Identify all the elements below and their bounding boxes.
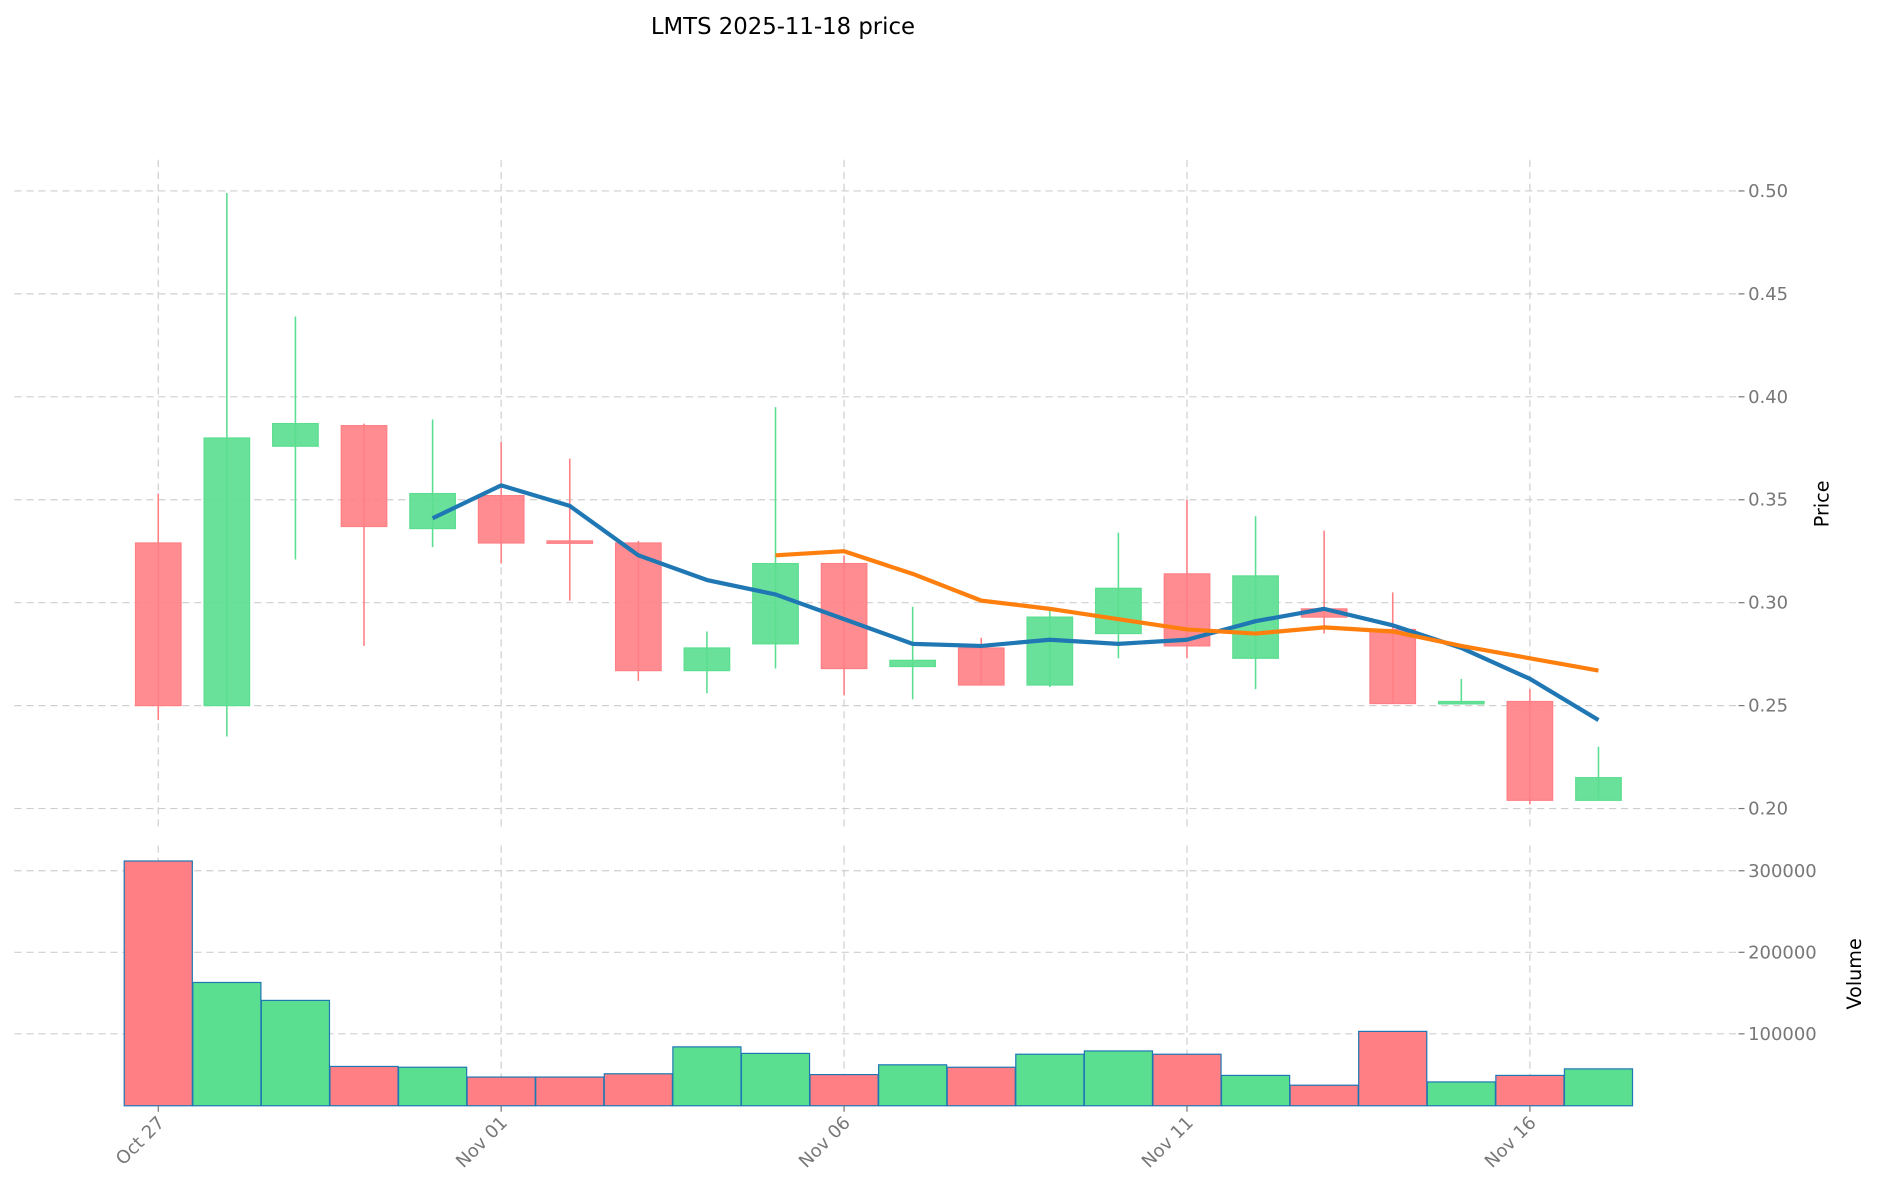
candles	[134, 193, 1622, 805]
volume-bar	[740, 1052, 811, 1107]
candle-body	[1506, 700, 1554, 801]
volume-bar	[1220, 1074, 1291, 1107]
candle-body	[1369, 628, 1417, 705]
volume-bar	[1495, 1074, 1565, 1107]
candle-body	[752, 562, 799, 645]
candle-body	[134, 542, 182, 707]
candle-body	[203, 437, 251, 707]
date-tick-label: Nov 01	[452, 1112, 512, 1172]
volume-tick-label: 300000	[1748, 861, 1817, 882]
volume-bar	[1015, 1053, 1085, 1107]
moving-averages	[431, 483, 1600, 722]
candle-body	[1575, 777, 1622, 801]
volume-bar	[466, 1076, 536, 1107]
volume-bar	[123, 860, 193, 1107]
date-tick-label: Nov 11	[1138, 1112, 1198, 1172]
volume-tick-label: 100000	[1748, 1024, 1817, 1045]
candle-body	[820, 562, 868, 670]
volume-bar	[809, 1073, 879, 1107]
volume-bar	[329, 1065, 399, 1107]
volume-bars	[123, 860, 1634, 1107]
date-tick-label: Nov 06	[795, 1112, 855, 1172]
volume-axis-label: Volume	[1843, 938, 1866, 1009]
volume-bar	[1083, 1050, 1154, 1107]
volume-bar	[672, 1046, 742, 1107]
price-tick-label: 0.25	[1748, 696, 1788, 717]
volume-bar	[946, 1066, 1016, 1107]
volume-bar	[1358, 1030, 1428, 1107]
candle-body	[1026, 616, 1074, 686]
candle-body	[1437, 700, 1485, 705]
ma-line-ma10	[775, 549, 1599, 673]
candle-body	[546, 540, 594, 544]
candle-body	[477, 495, 525, 544]
price-tick-label: 0.50	[1748, 181, 1788, 202]
candle-body	[272, 422, 319, 447]
price-tick-label: 0.45	[1748, 284, 1788, 305]
volume-tick-label: 200000	[1748, 942, 1817, 963]
price-tick-label: 0.35	[1748, 490, 1788, 511]
volume-bar	[1289, 1084, 1359, 1107]
date-tick-label: Nov 16	[1481, 1112, 1541, 1172]
price-tick-label: 0.20	[1748, 799, 1788, 820]
volume-bar	[535, 1076, 605, 1107]
volume-bar	[603, 1073, 673, 1107]
candle-body	[340, 425, 388, 528]
price-axis-label: Price	[1810, 480, 1833, 527]
volume-bar	[1426, 1081, 1496, 1107]
volume-bar	[878, 1064, 948, 1107]
ma-line-ma5	[431, 483, 1600, 722]
volume-bar	[260, 999, 331, 1107]
volume-bar	[397, 1066, 468, 1107]
candle-body	[957, 647, 1005, 686]
price-tick-label: 0.30	[1748, 593, 1788, 614]
date-tick-label: Oct 27	[112, 1112, 169, 1169]
volume-bar	[1563, 1068, 1634, 1107]
volume-bar	[1152, 1053, 1222, 1107]
candle-body	[1095, 587, 1142, 635]
candle-body	[889, 659, 937, 668]
candle-body	[683, 647, 731, 672]
volume-bar	[192, 981, 262, 1107]
price-tick-label: 0.40	[1748, 387, 1788, 408]
candle-body	[614, 542, 662, 672]
chart-title: LMTS 2025-11-18 price	[651, 14, 915, 40]
